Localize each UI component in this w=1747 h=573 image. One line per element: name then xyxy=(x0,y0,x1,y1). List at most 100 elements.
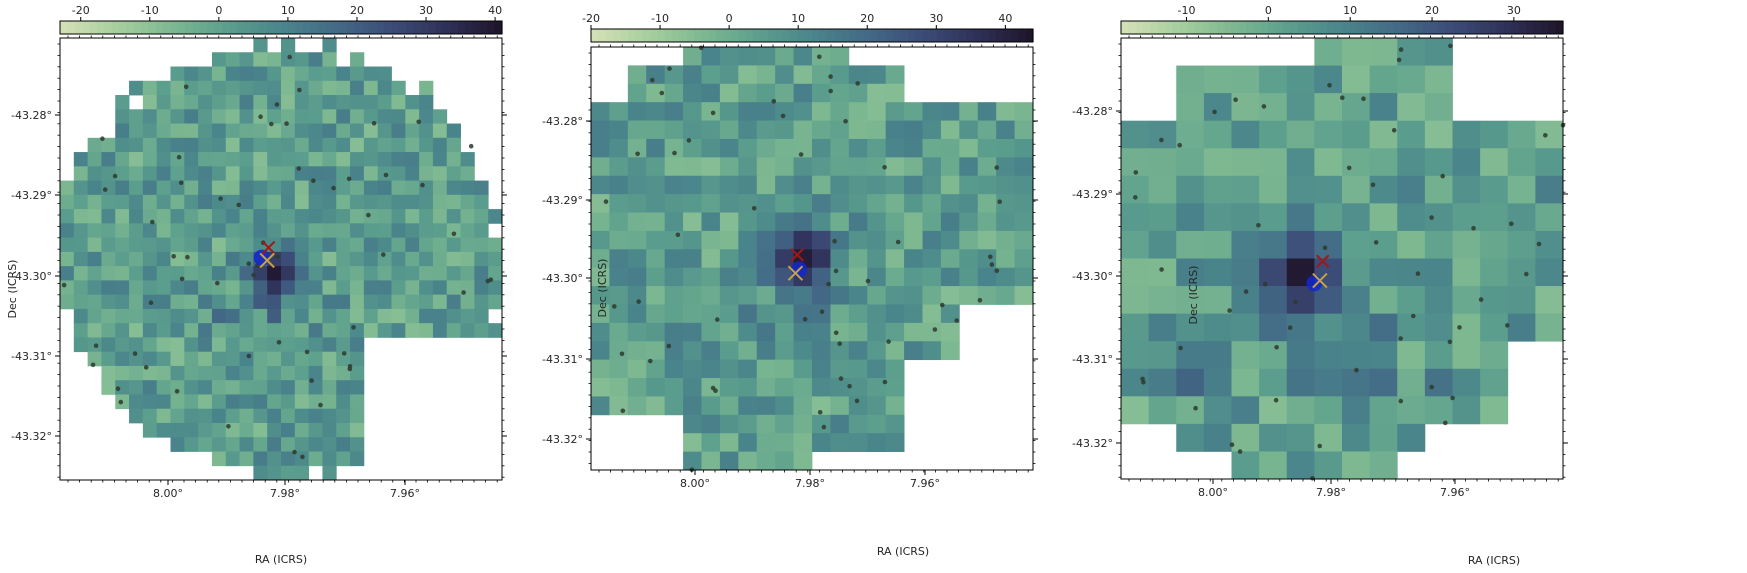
map-pixel xyxy=(1203,175,1232,204)
map-pixel xyxy=(267,394,282,410)
map-pixel xyxy=(308,365,323,381)
map-pixel xyxy=(1231,203,1260,232)
map-pixel xyxy=(793,378,813,397)
source-point xyxy=(112,173,118,179)
map-pixel xyxy=(115,251,130,267)
map-pixel xyxy=(1342,423,1371,452)
map-pixel xyxy=(267,266,282,281)
map-pixel xyxy=(239,223,254,239)
colorbar-segment xyxy=(126,21,135,34)
source-point xyxy=(1177,142,1182,148)
map-pixel xyxy=(719,65,739,85)
map-pixel xyxy=(830,47,850,66)
map-pixel xyxy=(701,414,721,434)
map-pixel xyxy=(432,152,448,167)
map-pixel xyxy=(294,437,310,452)
source-point xyxy=(780,113,786,119)
map-pixel xyxy=(377,323,392,338)
colorbar-tick-label: 10 xyxy=(791,12,805,25)
map-pixel xyxy=(812,267,831,287)
map-pixel xyxy=(664,157,684,177)
map-pixel xyxy=(609,378,629,397)
map-pixel xyxy=(591,120,610,140)
map-pixel xyxy=(646,102,666,121)
map-pixel xyxy=(294,223,310,239)
map-pixel xyxy=(350,323,365,338)
colorbar-segment xyxy=(878,29,887,42)
map-pixel xyxy=(267,308,282,324)
map-pixel xyxy=(719,341,739,361)
map-pixel xyxy=(1424,313,1453,342)
map-pixel xyxy=(142,237,158,253)
map-pixel xyxy=(683,414,702,434)
x-axis-3: 8.00° 7.98° 7.96° xyxy=(1128,35,1559,499)
map-pixel xyxy=(1369,286,1398,315)
map-pixel xyxy=(830,138,850,158)
source-point xyxy=(847,383,852,389)
map-pixel xyxy=(405,123,420,139)
map-pixel xyxy=(867,212,887,232)
source-point xyxy=(1509,221,1514,227)
map-pixel xyxy=(253,294,268,310)
source-point xyxy=(833,330,839,336)
source-point xyxy=(686,138,692,143)
source-point xyxy=(1524,271,1529,277)
map-pixel xyxy=(253,266,268,281)
map-pixel xyxy=(474,223,489,239)
map-pixel xyxy=(1507,258,1536,287)
map-pixel xyxy=(1424,175,1453,204)
map-pixel xyxy=(267,237,282,253)
y-tick-label: -43.28° xyxy=(1072,105,1113,118)
colorbar-segment xyxy=(472,21,481,34)
map-pixel xyxy=(1203,341,1232,370)
map-pixel xyxy=(719,47,739,66)
map-pixel xyxy=(253,194,268,210)
map-pixel xyxy=(848,396,868,416)
map-pixel xyxy=(198,95,213,110)
map-pixel xyxy=(848,341,868,361)
map-pixel xyxy=(101,308,116,324)
map-pixel xyxy=(719,230,739,250)
source-point xyxy=(1354,367,1359,373)
map-pixel xyxy=(336,422,351,438)
map-pixel xyxy=(73,294,89,310)
map-pixel xyxy=(225,209,240,224)
map-pixel xyxy=(156,109,171,124)
map-pixel xyxy=(432,237,448,253)
map-pixel xyxy=(719,286,739,305)
map-pixel xyxy=(1176,148,1205,177)
map-pixel xyxy=(1452,313,1481,342)
map-pixel xyxy=(87,308,102,324)
source-point xyxy=(1233,97,1238,102)
map-pixel xyxy=(377,294,392,310)
map-pixel xyxy=(848,194,868,213)
map-pixel xyxy=(793,359,813,379)
source-point xyxy=(1159,137,1164,143)
map-pixel xyxy=(627,322,647,342)
colorbar-segment xyxy=(347,21,356,34)
map-pixel xyxy=(73,152,89,167)
map-pixel xyxy=(1369,175,1398,204)
map-pixel xyxy=(142,95,158,110)
source-point xyxy=(817,410,823,415)
colorbar-segment xyxy=(281,21,289,34)
map-pixel xyxy=(322,451,337,467)
map-pixel xyxy=(830,212,850,232)
map-pixel xyxy=(848,102,868,121)
map-pixel xyxy=(488,280,503,296)
map-pixel xyxy=(756,451,776,471)
map-pixel xyxy=(627,120,647,140)
map-pixel xyxy=(664,286,684,305)
map-pixel xyxy=(775,194,794,213)
map-pixel xyxy=(198,422,213,438)
map-pixel xyxy=(646,83,666,103)
map-pixel xyxy=(922,138,942,158)
map-pixel xyxy=(591,157,610,177)
map-pixel xyxy=(377,109,392,124)
source-point xyxy=(1361,96,1366,101)
map-pixel xyxy=(267,351,282,367)
map-pixel xyxy=(156,351,171,367)
map-pixel xyxy=(1452,258,1481,287)
map-pixel xyxy=(756,267,776,287)
